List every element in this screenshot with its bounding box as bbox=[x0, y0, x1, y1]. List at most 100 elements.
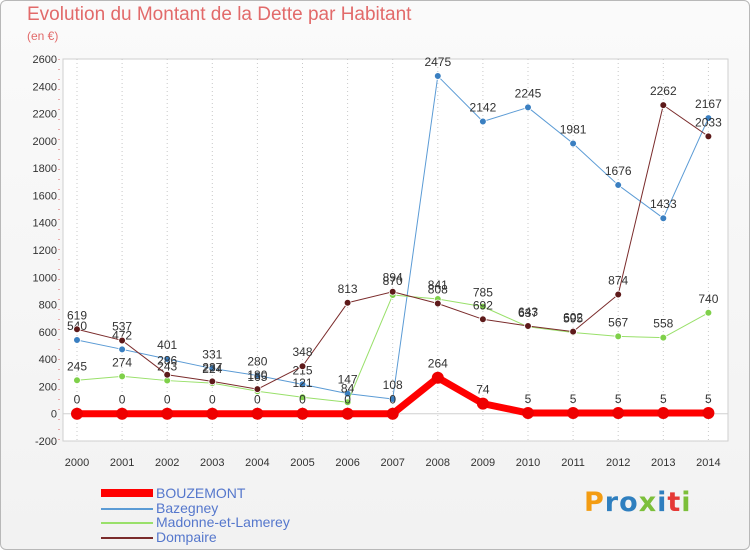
data-label-dompaire: 813 bbox=[338, 282, 358, 296]
data-label-bazegney: 1433 bbox=[650, 197, 677, 211]
data-label-bazegney: 2167 bbox=[695, 97, 722, 111]
logo-letter: x bbox=[638, 487, 658, 518]
x-tick-label: 2001 bbox=[110, 457, 134, 469]
data-label-dompaire: 602 bbox=[563, 311, 583, 325]
data-point-madonne-et-lamerey bbox=[298, 393, 307, 402]
data-label-madonne-et-lamerey: 785 bbox=[473, 286, 493, 300]
data-label-bazegney: 215 bbox=[292, 363, 312, 377]
data-point-bouzemont bbox=[341, 407, 354, 420]
data-point-bouzemont bbox=[71, 407, 83, 420]
data-label-madonne-et-lamerey: 558 bbox=[653, 317, 673, 331]
data-label-dompaire: 348 bbox=[292, 345, 312, 359]
data-label-dompaire: 692 bbox=[473, 298, 493, 312]
logo-letter: i bbox=[657, 487, 668, 518]
data-label-madonne-et-lamerey: 870 bbox=[383, 274, 403, 288]
data-point-bouzemont bbox=[612, 407, 625, 420]
data-point-bouzemont bbox=[657, 407, 670, 420]
data-point-dompaire bbox=[73, 325, 81, 334]
data-label-madonne-et-lamerey: 841 bbox=[428, 278, 448, 292]
data-label-bouzemont: 0 bbox=[74, 393, 81, 407]
logo-letter: i bbox=[681, 487, 692, 518]
data-point-dompaire bbox=[524, 322, 532, 330]
x-tick-label: 2011 bbox=[561, 457, 585, 469]
data-label-bouzemont: 5 bbox=[570, 392, 577, 406]
data-label-madonne-et-lamerey: 637 bbox=[518, 306, 538, 320]
data-label-madonne-et-lamerey: 274 bbox=[112, 355, 132, 369]
data-point-bouzemont bbox=[567, 407, 580, 420]
x-tick-label: 2004 bbox=[245, 457, 269, 469]
data-point-madonne-et-lamerey bbox=[343, 398, 352, 407]
y-tick-label: 1800 bbox=[33, 163, 57, 175]
data-label-bouzemont: 5 bbox=[705, 392, 712, 406]
x-tick-label: 2006 bbox=[335, 457, 359, 469]
data-label-bouzemont: 0 bbox=[209, 393, 216, 407]
legend-swatch bbox=[101, 536, 153, 539]
y-tick-label: 200 bbox=[39, 381, 57, 393]
data-point-dompaire bbox=[704, 132, 713, 141]
x-tick-label: 2000 bbox=[65, 457, 89, 469]
legend-swatch bbox=[101, 489, 153, 497]
data-point-madonne-et-lamerey bbox=[73, 376, 81, 385]
data-label-bazegney: 2475 bbox=[424, 55, 451, 69]
data-label-dompaire: 894 bbox=[383, 271, 403, 285]
chart-title: Evolution du Montant de la Dette par Hab… bbox=[27, 4, 412, 25]
data-point-bazegney bbox=[208, 364, 217, 373]
data-point-bouzemont bbox=[522, 407, 534, 420]
data-label-bouzemont: 264 bbox=[428, 357, 448, 371]
data-label-madonne-et-lamerey: 245 bbox=[67, 359, 87, 373]
data-label-madonne-et-lamerey: 84 bbox=[341, 381, 355, 395]
data-label-madonne-et-lamerey: 165 bbox=[247, 370, 267, 384]
data-label-madonne-et-lamerey: 567 bbox=[608, 315, 628, 329]
data-label-bouzemont: 0 bbox=[389, 393, 396, 407]
data-label-bazegney: 280 bbox=[247, 355, 267, 369]
data-label-dompaire: 874 bbox=[608, 273, 628, 287]
x-tick-label: 2013 bbox=[651, 457, 675, 469]
legend-label: Madonne-et-Lamerey bbox=[156, 514, 290, 530]
data-point-bouzemont bbox=[116, 407, 129, 420]
data-point-bazegney bbox=[388, 395, 397, 403]
data-point-dompaire bbox=[388, 287, 397, 296]
data-point-dompaire bbox=[479, 315, 487, 324]
x-tick-label: 2008 bbox=[426, 457, 450, 469]
data-point-bazegney bbox=[704, 114, 713, 122]
legend-swatch bbox=[101, 522, 153, 524]
legend-label: Bazegney bbox=[156, 499, 219, 516]
data-point-bazegney bbox=[614, 181, 622, 189]
data-label-bouzemont: 74 bbox=[476, 383, 490, 397]
data-point-bouzemont bbox=[251, 407, 264, 420]
y-tick-label: 1200 bbox=[33, 245, 57, 257]
data-point-bazegney bbox=[479, 117, 487, 126]
y-tick-label: 2200 bbox=[33, 109, 57, 121]
data-label-bouzemont: 0 bbox=[254, 393, 261, 407]
data-label-madonne-et-lamerey: 224 bbox=[202, 362, 222, 376]
data-point-dompaire bbox=[343, 298, 352, 307]
data-label-dompaire: 286 bbox=[157, 354, 177, 368]
data-point-bouzemont bbox=[161, 407, 174, 420]
data-label-bouzemont: 0 bbox=[299, 393, 306, 407]
data-point-bazegney bbox=[569, 139, 577, 148]
proxiti-logo: Proxiti bbox=[584, 487, 692, 518]
data-label-bazegney: 108 bbox=[383, 378, 403, 392]
legend-label: BOUZEMONT bbox=[156, 485, 246, 501]
y-tick-label: 2400 bbox=[33, 81, 57, 93]
data-label-bouzemont: 5 bbox=[660, 392, 667, 406]
data-point-dompaire bbox=[659, 101, 668, 109]
y-tick-label: 1400 bbox=[33, 218, 57, 230]
data-label-bazegney: 2142 bbox=[470, 100, 497, 114]
y-tick-label: 0 bbox=[51, 409, 57, 421]
x-tick-label: 2003 bbox=[200, 457, 224, 469]
x-tick-label: 2009 bbox=[471, 457, 495, 469]
x-tick-label: 2005 bbox=[290, 457, 314, 469]
data-point-bazegney bbox=[433, 72, 442, 80]
y-tick-label: 400 bbox=[39, 354, 57, 366]
data-point-madonne-et-lamerey bbox=[118, 372, 126, 381]
data-point-bazegney bbox=[524, 103, 532, 112]
data-label-dompaire: 537 bbox=[112, 319, 132, 333]
data-label-bouzemont: 0 bbox=[344, 393, 351, 407]
legend-swatch bbox=[101, 507, 153, 510]
data-label-bouzemont: 0 bbox=[119, 393, 126, 407]
data-point-bazegney bbox=[298, 380, 307, 389]
data-point-bouzemont bbox=[206, 407, 219, 420]
